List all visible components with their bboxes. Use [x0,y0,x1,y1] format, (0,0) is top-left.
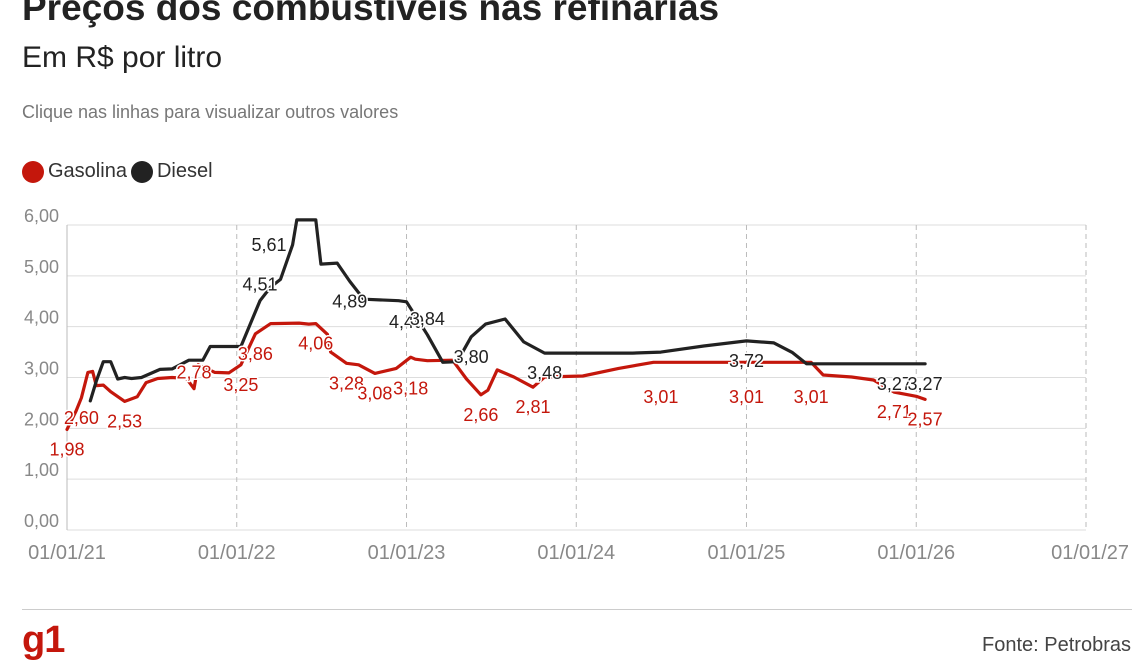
data-label-gasolina: 3,18 [393,378,428,398]
chart-subtitle: Em R$ por litro [22,41,223,74]
data-label-gasolina: 2,57 [908,409,943,429]
data-label-diesel: 3,48 [527,363,562,383]
data-label-gasolina: 2,66 [463,405,498,425]
legend-label-diesel: Diesel [156,160,213,182]
source-note: Fonte: Petrobras [982,634,1131,656]
chart-hint: Clique nas linhas para visualizar outros… [22,102,399,122]
data-label-gasolina: 2,60 [64,408,99,428]
data-label-diesel: 3,27 [877,374,912,394]
legend-dot-diesel [130,160,153,183]
data-label-gasolina: 3,01 [794,387,829,407]
y-tick-label: 5,00 [24,257,59,277]
y-tick-label: 6,00 [24,206,59,226]
y-tick-label: 0,00 [24,511,59,531]
y-tick-label: 1,00 [24,460,59,480]
y-tick-label: 4,00 [24,308,59,328]
legend: Gasolina Diesel [22,160,217,183]
x-tick-label: 01/01/21 [28,542,106,564]
x-tick-label: 01/01/22 [198,542,276,564]
legend-item-diesel[interactable]: Diesel [130,160,213,183]
x-tick-label: 01/01/24 [537,542,615,564]
legend-item-gasolina[interactable]: Gasolina [22,160,127,183]
data-label-diesel: 3,72 [729,351,764,371]
data-label-diesel: 3,84 [410,309,445,329]
series-line-gasolina[interactable] [65,321,927,431]
data-label-gasolina: 2,53 [107,411,142,431]
data-label-diesel: 3,27 [908,374,943,394]
legend-dot-gasolina [22,160,44,183]
footer-divider [22,609,1132,610]
y-tick-label: 2,00 [24,409,59,429]
data-label-gasolina: 1,98 [49,439,84,459]
data-label-diesel: 3,80 [454,347,489,367]
data-label-diesel: 4,49 [389,312,424,332]
x-tick-label: 01/01/26 [877,542,955,564]
series-line-diesel[interactable] [88,218,927,403]
x-tick-label: 01/01/25 [708,542,786,564]
data-label-diesel: 4,51 [242,275,277,295]
data-label-gasolina: 3,01 [643,387,678,407]
data-label-gasolina: 3,25 [223,375,258,395]
legend-label-gasolina: Gasolina [48,160,127,182]
chart-title: Preços dos combustíveis nas refinarias [22,0,720,28]
data-label-gasolina: 2,78 [176,363,211,383]
data-label-gasolina: 3,08 [357,383,392,403]
data-label-gasolina: 3,86 [238,344,273,364]
data-label-diesel: 5,61 [252,235,287,255]
data-label-diesel: 4,89 [332,291,367,311]
data-label-gasolina: 3,01 [729,387,764,407]
data-label-gasolina: 4,06 [298,334,333,354]
g1-logo: g1 [22,619,65,661]
data-label-gasolina: 3,28 [329,373,364,393]
line-chart: 0,00 1,00 2,00 3,00 4,00 5,00 6,00 01/01/21 01/0… [24,206,1129,564]
data-label-gasolina: 2,81 [515,397,550,417]
data-label-gasolina: 2,71 [877,402,912,422]
x-tick-label: 01/01/23 [368,542,446,564]
x-tick-label: 01/01/27 [1051,542,1129,564]
y-tick-label: 3,00 [24,359,59,379]
